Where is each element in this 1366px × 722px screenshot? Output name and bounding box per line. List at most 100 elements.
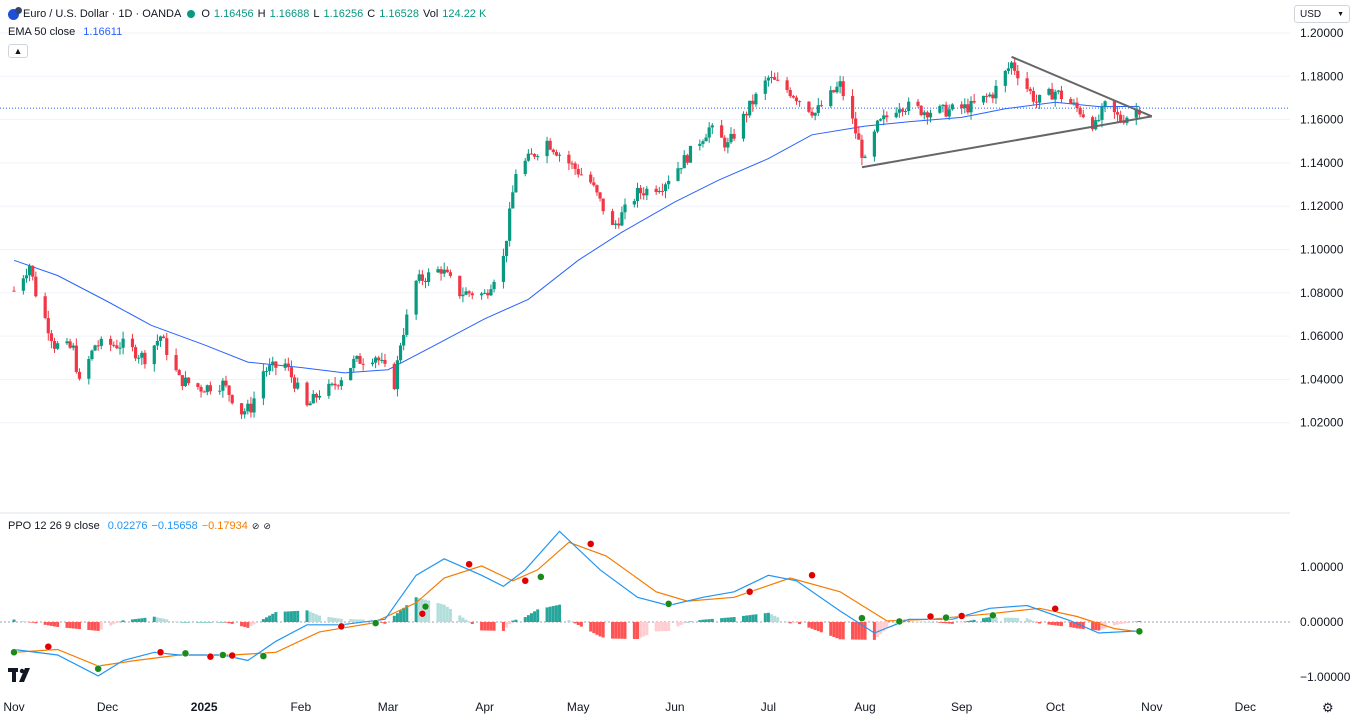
candle-body (589, 174, 593, 183)
candle-body (1081, 114, 1085, 118)
candle-body (355, 355, 359, 359)
candle-body (140, 352, 144, 358)
candle-body (283, 363, 287, 368)
candle-body (508, 208, 512, 241)
ppo-histogram-bar (1038, 622, 1042, 624)
market-open-dot-icon (187, 10, 196, 18)
ppo-histogram-bar (960, 622, 964, 623)
hide-indicator-icon[interactable]: ⊘ (251, 520, 260, 531)
ppo-histogram-bar (311, 612, 315, 622)
x-tick-label: Oct (1046, 700, 1065, 714)
ppo-histogram-bar (87, 622, 91, 630)
candle-body (748, 100, 752, 116)
ppo-histogram-bar (635, 622, 639, 640)
ppo-histogram-bar (966, 621, 970, 622)
crossover-marker-down (156, 648, 165, 656)
ppo-histogram-bar (567, 620, 571, 622)
settings-indicator-icon[interactable]: ⊘ (263, 520, 271, 531)
crossover-marker-up (989, 611, 997, 620)
candle-body (274, 361, 278, 368)
candle-body (754, 93, 758, 105)
ppo-histogram-bar (1006, 617, 1010, 622)
ppo-histogram-bar (794, 622, 798, 623)
candle-body (941, 104, 945, 107)
crossover-marker-up (181, 649, 190, 658)
candle-body (557, 154, 562, 156)
ppo-histogram-bar (180, 622, 184, 623)
ppo-histogram-bar (819, 622, 823, 633)
candle-body (492, 281, 496, 290)
ppo-histogram-bar (65, 622, 69, 628)
ppo-histogram-bar (810, 622, 814, 629)
ppo-histogram-bar (1125, 622, 1129, 624)
y-axis-labels: 1.20000 1.18000 1.16000 1.14000 1.12000 1.100… (1300, 26, 1351, 684)
candle-body (573, 163, 577, 169)
ppo-histogram-bar (1059, 622, 1063, 627)
ppo-histogram-bar (1034, 622, 1038, 623)
ppo-histogram-bar (639, 622, 643, 638)
currency-selector[interactable]: USD ▼ (1294, 5, 1350, 23)
ppo-histogram-bar (667, 622, 671, 632)
ppo-legend[interactable]: PPO 12 26 9 close 0.02276 −0.15658 −0.17… (8, 520, 271, 532)
ppo-histogram-bar (28, 622, 32, 623)
candle-body (788, 89, 792, 97)
ppo-histogram-bar (745, 615, 749, 622)
triangle-trendline-0 (1011, 55, 1153, 118)
ppo-histogram-bar (726, 617, 730, 622)
candle-body (614, 223, 618, 225)
candle-body (835, 86, 839, 93)
crossover-marker-down (206, 652, 215, 661)
candle-body (595, 185, 599, 193)
ppo-markers (10, 540, 1144, 673)
candle-body (109, 338, 113, 345)
settings-gear-icon[interactable]: ⚙ (1322, 700, 1334, 715)
x-tick-label: Sep (951, 700, 973, 714)
ppo-histogram-bar (43, 622, 47, 625)
candle-body (872, 131, 876, 157)
candle-body (96, 345, 100, 347)
candles[interactable] (12, 57, 1141, 419)
crossover-marker-up (858, 614, 866, 622)
open-label: O (201, 8, 210, 20)
collapse-legend-button[interactable]: ▲ (8, 44, 28, 58)
ppo-histogram-bar (383, 622, 387, 624)
candle-body (1100, 106, 1104, 120)
ppo-histogram-bar (470, 622, 474, 624)
ppo-signal-line (13, 541, 1140, 667)
euro-dollar-flag-icon (8, 6, 22, 20)
candle-body (489, 289, 493, 296)
candle-body (969, 101, 973, 113)
ppo-histogram-bar (679, 622, 683, 625)
candle-body (243, 411, 247, 415)
symbol-title[interactable]: Euro / U.S. Dollar · 1D · OANDA (23, 8, 182, 20)
ppo-histogram-bar (246, 622, 250, 628)
ppo-histogram-bar (879, 622, 883, 635)
ppo-histogram-bar (112, 622, 116, 625)
candle-body (458, 275, 462, 297)
ppo-histogram-bar (31, 622, 35, 623)
candle-body (249, 403, 253, 413)
ppo-histogram-bar (841, 622, 845, 640)
candle-body (264, 370, 269, 372)
ppo-histogram-bar (533, 611, 537, 622)
ema-legend[interactable]: EMA 50 close 1.16611 (8, 26, 122, 38)
ema-value: 1.16611 (83, 26, 123, 38)
candle-body (352, 358, 356, 368)
volume-label: Vol (422, 8, 439, 20)
candle-body (807, 101, 811, 112)
candle-body (71, 345, 75, 348)
candle-body (398, 345, 403, 361)
ppo-histogram-bar (854, 622, 858, 640)
candle-body (1028, 88, 1032, 91)
candle-body (638, 187, 643, 194)
ppo-histogram-bar (330, 617, 334, 622)
candle-body (442, 269, 446, 274)
ppo-histogram-bar (929, 622, 933, 623)
candle-body (1025, 78, 1029, 89)
trendlines[interactable] (861, 55, 1153, 169)
tradingview-logo-icon[interactable] (8, 668, 34, 686)
ppo-histogram-bar (352, 619, 356, 622)
ppo-histogram-bar (505, 622, 509, 628)
ppo-histogram-bar (427, 600, 431, 622)
